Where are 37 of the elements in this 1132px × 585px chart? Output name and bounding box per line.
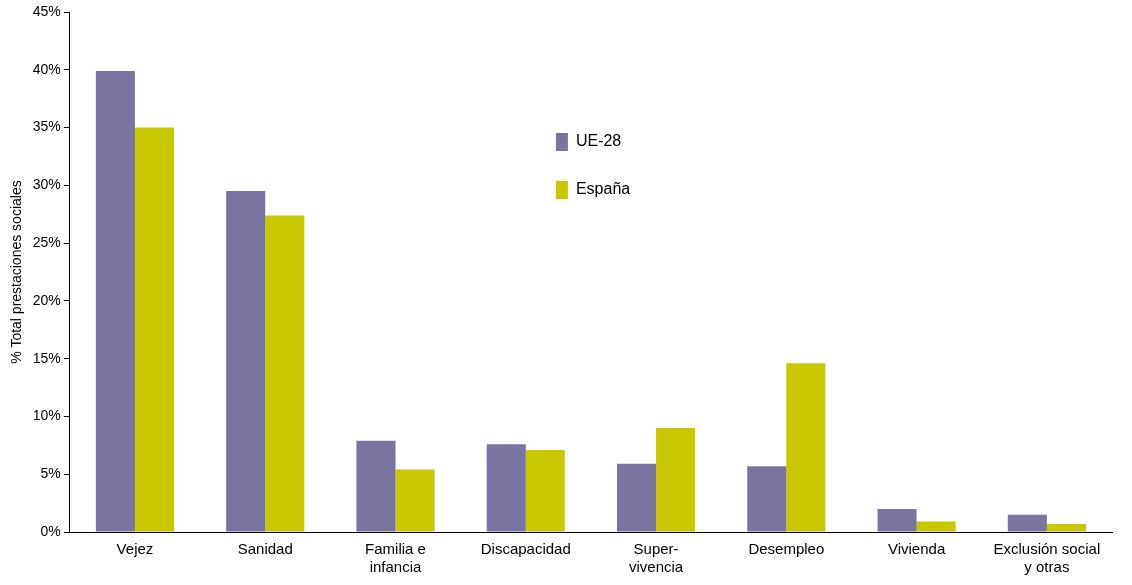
x-tick-label: Vivienda <box>887 540 946 558</box>
y-tick-label: 35% <box>32 118 61 135</box>
bar <box>525 449 565 532</box>
y-tick-label: 30% <box>32 176 61 193</box>
bar <box>616 463 657 532</box>
bar <box>747 466 787 532</box>
y-axis-title: % Total prestaciones sociales <box>8 180 25 364</box>
x-tick-label: Desempleo <box>748 540 825 558</box>
y-tick-label: 40% <box>32 60 61 77</box>
y-tick-label: 20% <box>32 291 61 308</box>
bar <box>1007 514 1047 532</box>
bar <box>95 70 135 532</box>
y-tick-label: 15% <box>32 349 61 366</box>
bar <box>1046 523 1086 532</box>
x-tick-label: Discapacidad <box>480 540 571 558</box>
y-tick-label: 45% <box>32 2 61 19</box>
bar <box>656 428 696 532</box>
x-tick-label: Sanidad <box>237 540 293 558</box>
y-tick-label: 0% <box>40 522 61 539</box>
bar <box>395 469 435 532</box>
y-tick-label: 25% <box>32 233 61 250</box>
bar <box>916 521 956 532</box>
legend-label: UE-28 <box>575 132 622 150</box>
bar <box>226 191 266 532</box>
bar <box>877 508 917 532</box>
y-tick-label: 10% <box>32 407 61 424</box>
y-tick-label: 5% <box>40 465 61 482</box>
legend-label: España <box>575 180 631 198</box>
bar <box>265 215 305 532</box>
bar <box>134 127 175 532</box>
bar <box>356 440 396 532</box>
x-tick-label: Super- vivencia <box>628 540 684 576</box>
bar <box>786 363 826 532</box>
bar <box>486 444 526 532</box>
x-tick-label: Exclusión social y otras <box>993 540 1101 576</box>
x-tick-label: Familia e infancia <box>365 540 426 576</box>
x-tick-label: Vejez <box>116 540 154 558</box>
